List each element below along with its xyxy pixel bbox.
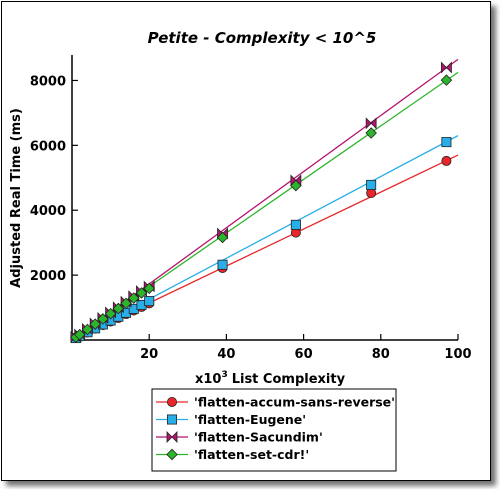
series-3-point-11 <box>216 231 229 244</box>
legend: 'flatten-accum-sans-reverse' 'flatten-Eug… <box>151 388 397 472</box>
series-3-point-12 <box>290 179 302 192</box>
legend-marker-0 <box>166 396 177 407</box>
series-3-point-13 <box>365 127 377 139</box>
series-1-point-10 <box>144 296 155 307</box>
series-1-point-11 <box>217 259 228 270</box>
data-series <box>70 61 453 344</box>
legend-box <box>151 388 397 472</box>
series-3-point-5 <box>104 307 117 320</box>
series-3-point-1 <box>73 328 86 341</box>
x-axis-title-exponent: 3 <box>221 370 227 380</box>
series-3-point-10 <box>143 282 155 295</box>
x-axis-title: x103 List Complexity <box>195 370 346 387</box>
x-axis-title-prefix: x10 <box>195 372 221 387</box>
legend-marker-1 <box>166 414 177 425</box>
series-2-point-13 <box>365 117 377 130</box>
y-axis-title: Adjusted Real Time (ms) <box>9 108 24 288</box>
x-tick-label-2: 60 <box>295 347 313 362</box>
y-tick-label-1: 4000 <box>30 204 66 219</box>
legend-label-0: 'flatten-accum-sans-reverse' <box>194 395 395 410</box>
legend-marker-2 <box>166 431 178 443</box>
series-3-point-6 <box>112 302 125 315</box>
chart-title: Petite - Complexity < 10^5 <box>148 29 377 47</box>
x-tick-label-4: 100 <box>444 347 471 362</box>
series-1-point-14 <box>441 137 452 148</box>
y-tick-label-0: 2000 <box>30 269 66 284</box>
series-3-point-3 <box>89 318 101 330</box>
y-tick-label-2: 6000 <box>30 139 66 154</box>
x-tick-label-0: 20 <box>140 347 158 362</box>
series-1-point-12 <box>290 219 301 230</box>
legend-label-2: 'flatten-Sacundim' <box>194 430 323 445</box>
x-tick-label-1: 40 <box>217 347 235 362</box>
series-1-point-13 <box>366 179 377 190</box>
series-3-point-7 <box>120 297 132 310</box>
series-3-points <box>70 74 453 344</box>
legend-label-3: 'flatten-set-cdr!' <box>194 447 309 462</box>
axis-ticks: 20 40 60 80 100 2000 4000 6000 8000 <box>30 74 472 362</box>
series-3-point-8 <box>127 292 140 304</box>
series-3-point-9 <box>135 287 148 299</box>
series-3-point-4 <box>97 313 109 325</box>
legend-marker-3 <box>166 448 178 461</box>
x-tick-label-3: 80 <box>372 347 390 362</box>
series-2-point-14 <box>441 61 452 74</box>
x-axis-title-text: List Complexity <box>232 372 346 387</box>
series-3-point-2 <box>81 323 94 336</box>
plot-area: 20 40 60 80 100 2000 4000 6000 8000 <box>30 55 472 362</box>
y-tick-label-3: 8000 <box>30 74 66 89</box>
series-3-point-14 <box>440 74 453 86</box>
legend-label-1: 'flatten-Eugene' <box>194 412 306 427</box>
series-0-point-14 <box>441 155 452 166</box>
